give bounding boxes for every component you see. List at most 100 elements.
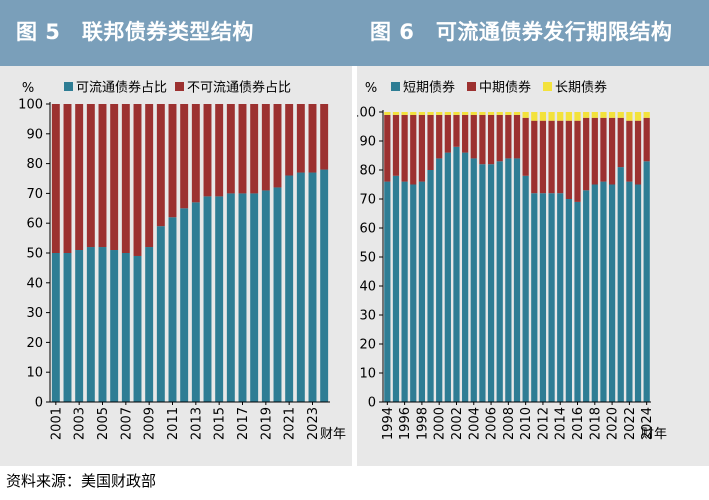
figure5-ytick-label-20: 20 [26, 336, 43, 351]
figure6-xtick-label-2000: 2000 [433, 407, 448, 440]
figure5-title: 图 5 联邦债券类型结构 [16, 20, 254, 44]
figure6-bar-2022-s3 [626, 112, 633, 121]
figure6-bar-2001-s3 [444, 112, 451, 115]
figure5-legend-label-2: 不可流通债券占比 [187, 80, 291, 96]
figure5-bar-2005-s1 [98, 247, 107, 402]
figure5-bar-2001-s1 [51, 253, 60, 402]
figure5-xtick-label-2005: 2005 [96, 407, 111, 440]
figure6-bar-2004-s1 [470, 158, 477, 402]
figure6-bar-2014-s1 [557, 193, 564, 402]
figure6-title: 图 6 可流通债券发行期限结构 [370, 20, 673, 44]
figure6-bar-2013-s1 [548, 193, 555, 402]
figure6-ytick-label-60: 60 [359, 222, 376, 237]
figure6-bar-1997-s1 [410, 184, 417, 402]
figure6-bar-2024-s2 [643, 117, 650, 162]
figure6-ytick-label-10: 10 [359, 367, 376, 382]
figure6-ytick-label-50: 50 [359, 251, 376, 266]
figure6-xtick-label-2012: 2012 [536, 407, 551, 440]
figure6-xtick-label-1994: 1994 [381, 407, 396, 440]
figure6-bar-1996-s3 [401, 112, 408, 115]
figure6-bar-2010-s2 [522, 117, 529, 176]
figure6-xtick-label-2024: 2024 [640, 407, 655, 440]
figure5-ytick-label-80: 80 [26, 157, 43, 172]
figure5-xtick-label-2017: 2017 [236, 407, 251, 440]
figure6-bar-2003-s2 [462, 114, 469, 153]
figure6-bar-2024-s3 [643, 112, 650, 118]
figure6-bar-2014-s3 [557, 112, 564, 121]
figure5-legend-swatch-1 [64, 82, 73, 91]
figure5-bar-2022-s1 [296, 172, 305, 402]
figure5-xtick-label-2023: 2023 [306, 407, 321, 440]
figure6-bar-2015-s2 [565, 120, 572, 199]
figure5-xtick-label-2009: 2009 [143, 407, 158, 440]
figure6-bar-1995-s3 [392, 112, 400, 115]
figure6-bar-1998-s3 [418, 112, 426, 115]
figure6-xtick-label-2010: 2010 [519, 407, 534, 440]
figure6-bar-2008-s1 [505, 158, 512, 402]
figure6-bar-2012-s3 [539, 112, 547, 121]
figure6-bar-2023-s2 [634, 120, 642, 185]
figure6-bar-1994-s2 [384, 114, 391, 182]
figure6-xtick-label-2004: 2004 [467, 407, 482, 440]
figure6-bar-2020-s2 [608, 117, 616, 185]
figure6-xtick-label-2002: 2002 [450, 407, 465, 440]
figure6-bar-1997-s3 [410, 112, 417, 115]
figure5-bar-2004-s2 [86, 104, 95, 248]
figure5-legend-label-1: 可流通债券占比 [76, 80, 167, 96]
figure6-xtick-label-2022: 2022 [623, 407, 638, 440]
figure6-bar-1998-s1 [418, 181, 426, 402]
figure6-bar-1999-s2 [427, 114, 434, 170]
figure5-bar-2003-s2 [75, 104, 84, 251]
figure6-bar-2000-s3 [436, 112, 443, 115]
figure5-ytick-label-90: 90 [26, 127, 43, 142]
figure5-bar-2016-s2 [226, 104, 235, 194]
figure5-bar-2013-s2 [191, 104, 200, 203]
figure5-bar-2009-s2 [145, 104, 154, 248]
figure6-bar-2020-s3 [608, 112, 616, 118]
figure6-bar-2007-s1 [496, 161, 503, 402]
figure5-bar-2020-s1 [273, 187, 282, 402]
figure5-xtick-label-2001: 2001 [49, 407, 64, 440]
figure5-xtick-label-2007: 2007 [119, 407, 134, 440]
figure6-bar-1999-s1 [427, 170, 434, 402]
figure6-bar-2023-s1 [634, 184, 642, 402]
figure6-xtick-label-1998: 1998 [415, 407, 430, 440]
figure5-bar-2006-s1 [110, 250, 119, 402]
figure6-bar-2005-s2 [479, 114, 486, 165]
figure6-bar-2004-s3 [470, 112, 477, 115]
figure6-bar-2018-s3 [591, 112, 598, 118]
figure5-ytick-label-0: 0 [35, 396, 43, 411]
figure6-bar-2000-s2 [436, 114, 443, 159]
figure5-xtick-label-2021: 2021 [283, 407, 298, 440]
figure6-bar-2001-s2 [444, 114, 451, 153]
figure5-bar-2008-s2 [133, 104, 142, 256]
figure5-bar-2018-s2 [250, 104, 259, 194]
figure5-bar-2005-s2 [98, 104, 107, 248]
figure5-bar-2001-s2 [51, 104, 60, 253]
figure6-bar-2015-s3 [565, 112, 572, 121]
figure5-ytick-label-100: 100 [18, 98, 43, 113]
figure5-bar-2007-s1 [121, 253, 130, 402]
figure6-bar-1995-s1 [392, 175, 400, 402]
figure6-xtick-label-2014: 2014 [554, 407, 569, 440]
figure6-bar-1999-s3 [427, 112, 434, 115]
figure6-bar-2021-s2 [617, 117, 624, 168]
figure6-bar-2005-s3 [479, 112, 486, 115]
figure5-xlabel: 财年 [320, 427, 346, 442]
figure5-bar-2004-s1 [86, 247, 95, 402]
figure6-bar-2017-s3 [583, 112, 590, 118]
title-banner: 图 5 联邦债券类型结构 图 6 可流通债券发行期限结构 [0, 0, 709, 66]
figure6-bar-2019-s1 [600, 181, 607, 402]
figure5-legend-swatch-2 [175, 82, 184, 91]
figure6-bar-2015-s1 [565, 199, 572, 402]
figure5-bar-2006-s2 [110, 104, 119, 251]
figure6-bar-2002-s1 [453, 146, 460, 402]
figure6-bar-2006-s3 [487, 112, 495, 115]
figure5-ytick-label-70: 70 [26, 187, 43, 202]
figure6-bar-2018-s1 [591, 184, 598, 402]
figure6-bar-1996-s2 [401, 114, 408, 182]
figure5-bar-2024-s2 [320, 104, 329, 170]
figure5-ytick-label-50: 50 [26, 247, 43, 262]
figure6-bar-2009-s3 [513, 112, 521, 115]
figure6-bar-2010-s3 [522, 112, 529, 118]
